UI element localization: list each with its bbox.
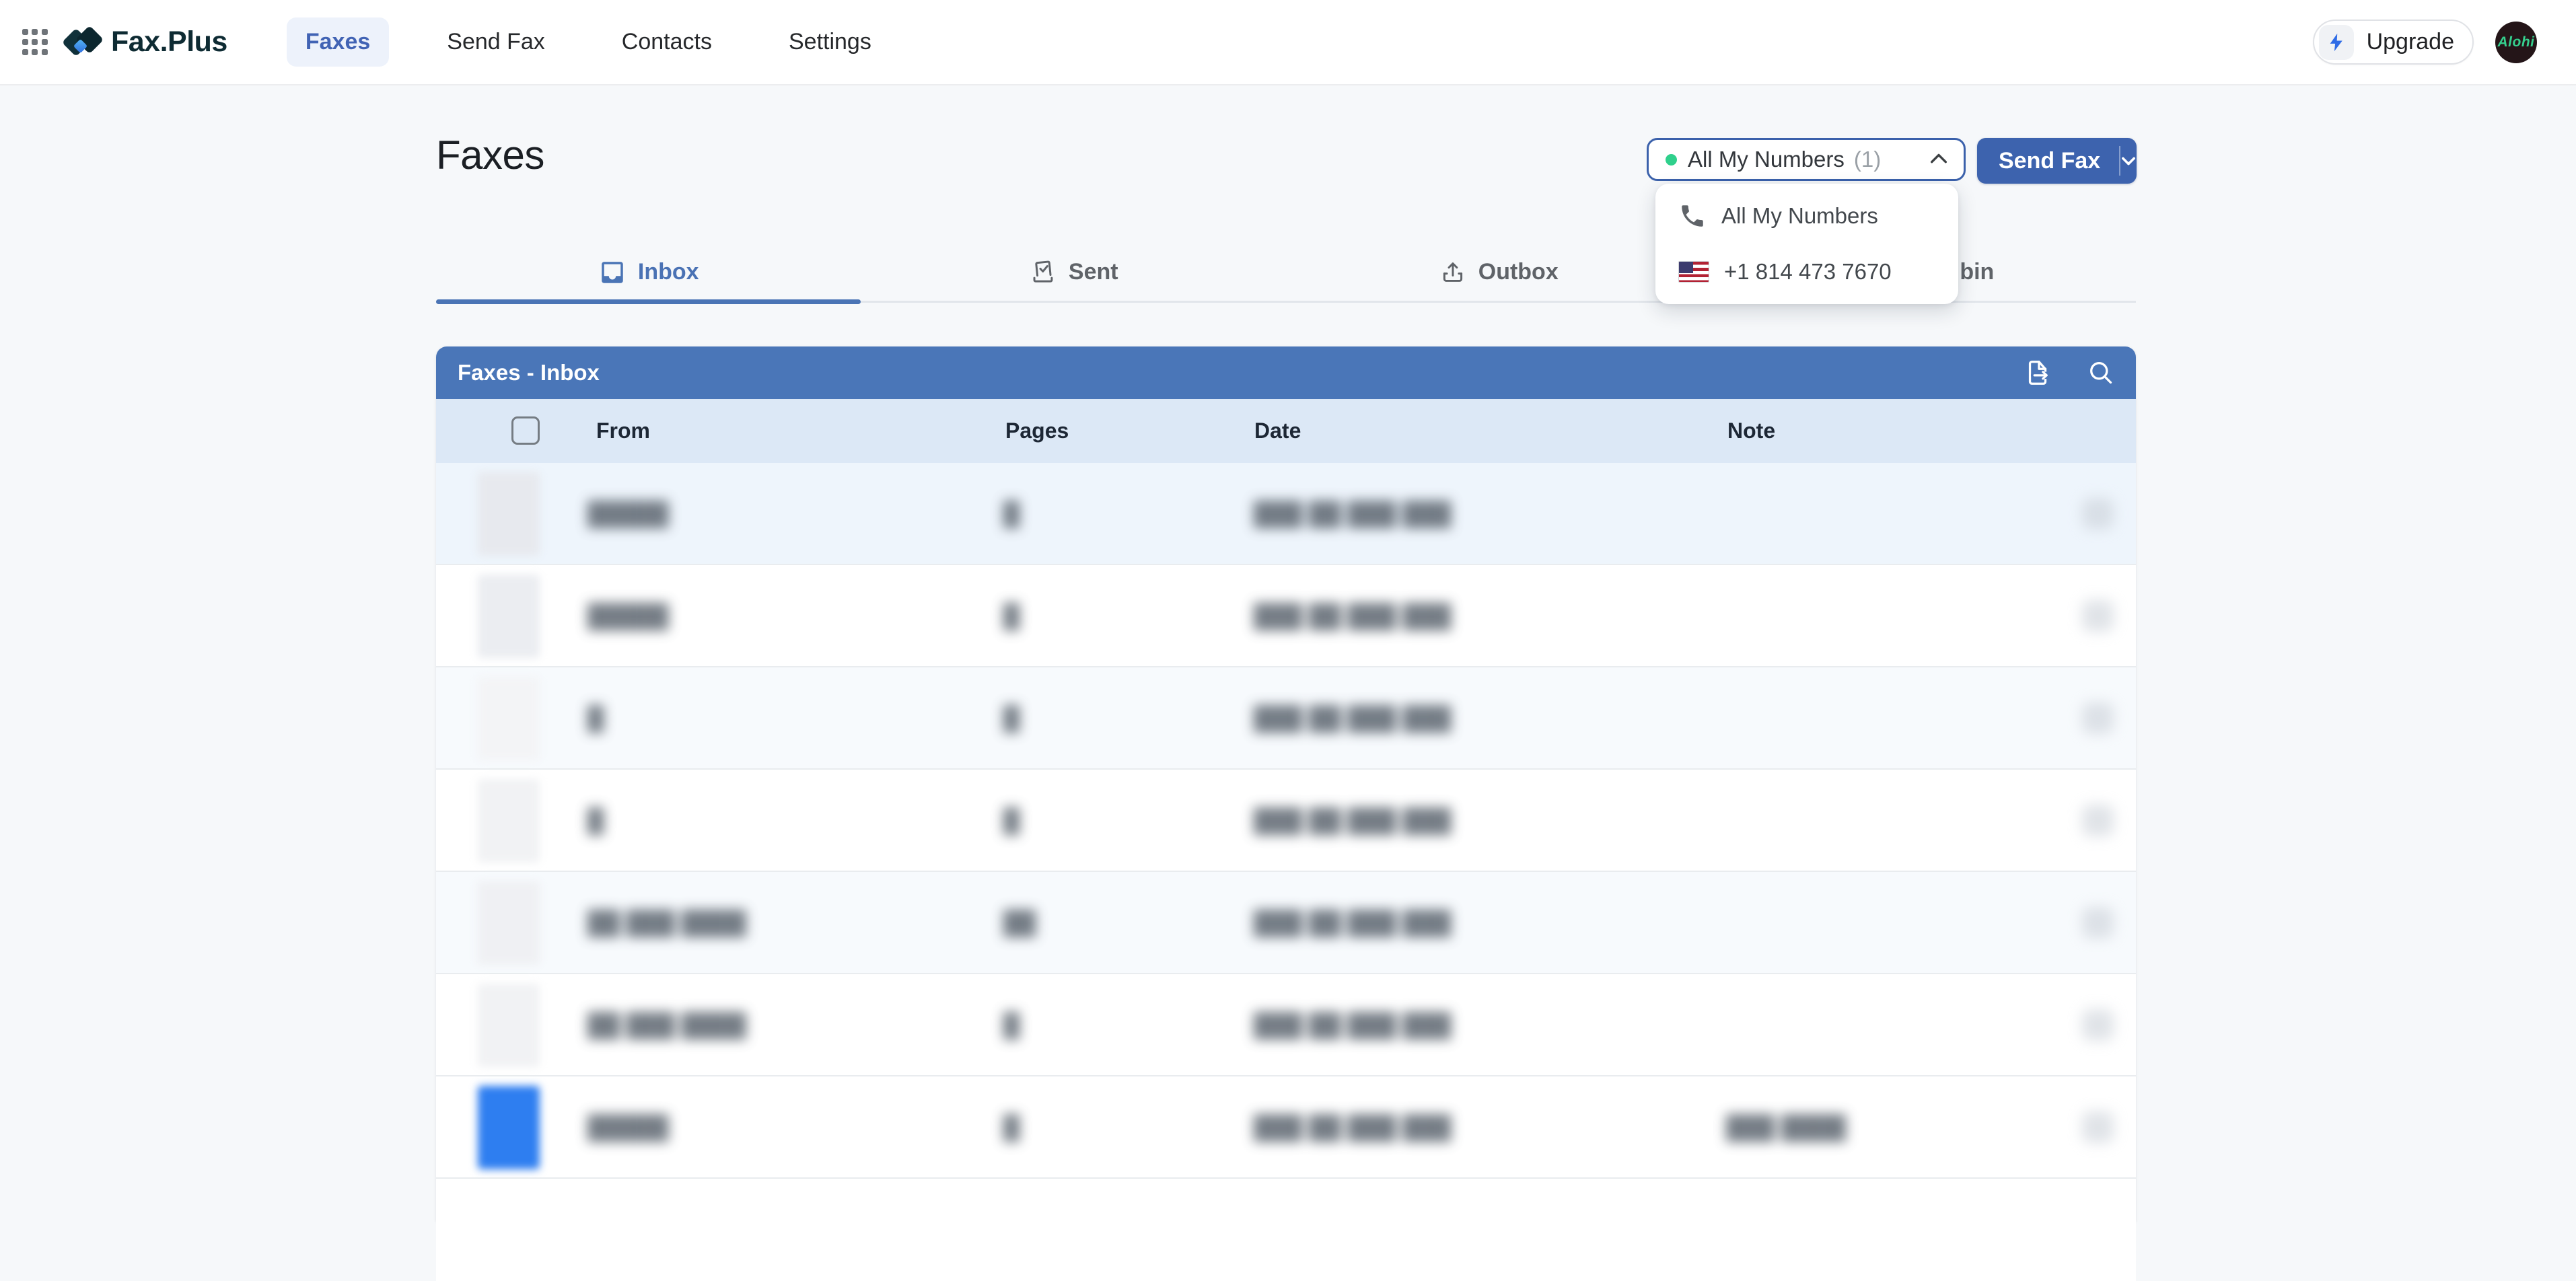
row-action-icon[interactable] (2082, 1111, 2114, 1143)
fax-thumbnail[interactable] (478, 779, 540, 863)
inbox-icon (602, 261, 623, 283)
us-flag-icon (1678, 260, 1709, 283)
upgrade-button[interactable]: Upgrade (2312, 20, 2474, 65)
faxplus-app: Fax.Plus Faxes Send Fax Contacts Setting… (0, 0, 2576, 1179)
fax-thumbnail[interactable] (478, 472, 540, 556)
menu-item-label: +1 814 473 7670 (1724, 258, 1892, 284)
table-row[interactable]: █████ █ ███ ██ ███ ███ (436, 463, 2136, 565)
column-header-pages[interactable]: Pages (1005, 418, 1069, 443)
nav-item-contacts[interactable]: Contacts (621, 29, 712, 54)
lightning-icon (2318, 24, 2354, 60)
column-header-from[interactable]: From (596, 418, 650, 443)
fax-thumbnail[interactable] (478, 984, 540, 1067)
fax-date-redacted: ███ ██ ███ ███ (1254, 1013, 1452, 1038)
faxplus-logo[interactable]: Fax.Plus (61, 23, 227, 62)
row-action-icon[interactable] (2082, 805, 2114, 836)
faxes-table-card: Faxes - Inbox (436, 346, 2136, 1281)
fax-thumbnail[interactable] (478, 1086, 540, 1169)
menu-item-phone-number[interactable]: +1 814 473 7670 (1655, 244, 1958, 299)
tab-inbox[interactable]: Inbox (436, 244, 861, 301)
fax-pages-redacted: █ (1003, 706, 1020, 731)
nav-item-settings[interactable]: Settings (788, 29, 871, 54)
table-title: Faxes - Inbox (458, 360, 600, 385)
fax-pages-redacted: █ (1003, 1115, 1020, 1140)
fax-date-redacted: ███ ██ ███ ███ (1254, 603, 1452, 629)
fax-from-redacted: █ (587, 706, 604, 731)
table-row[interactable]: █████ █ ███ ██ ███ ███ ███ ████ (436, 1076, 2136, 1179)
fax-date-redacted: ███ ██ ███ ███ (1254, 501, 1452, 527)
menu-item-all-my-numbers[interactable]: All My Numbers (1655, 188, 1958, 244)
fax-date-redacted: ███ ██ ███ ███ (1254, 706, 1452, 731)
column-header-date[interactable]: Date (1254, 418, 1301, 443)
avatar-text: Alohi (2497, 34, 2535, 50)
fax-from-redacted: ██ ███ ████ (587, 1013, 746, 1038)
fax-thumbnail[interactable] (478, 677, 540, 760)
column-header-note[interactable]: Note (1727, 418, 1776, 443)
fax-pages-redacted: █ (1003, 1013, 1020, 1038)
row-action-icon[interactable] (2082, 498, 2114, 529)
tab-sent[interactable]: Sent (861, 244, 1287, 301)
chevron-up-icon (1930, 153, 1947, 167)
export-fax-icon[interactable] (2023, 357, 2054, 388)
row-action-icon[interactable] (2082, 1009, 2114, 1041)
phone-icon (1682, 205, 1703, 227)
tab-outbox-label: Outbox (1478, 259, 1559, 285)
table-row[interactable]: ██ ███ ████ ██ ███ ██ ███ ███ (436, 872, 2136, 974)
fax-thumbnail[interactable] (478, 575, 540, 658)
fax-from-redacted: █ (587, 808, 604, 834)
tab-inbox-label: Inbox (637, 259, 699, 285)
main-nav: Faxes Send Fax Contacts Settings (286, 17, 890, 67)
row-action-icon[interactable] (2082, 702, 2114, 734)
number-filter-dropdown[interactable]: All My Numbers (1) (1647, 138, 1966, 181)
menu-item-label: All My Numbers (1721, 203, 1878, 228)
apps-grid-icon[interactable] (22, 28, 48, 56)
fax-thumbnail[interactable] (478, 881, 540, 965)
outbox-icon (1443, 262, 1462, 282)
green-status-dot (1666, 153, 1677, 166)
fax-note-redacted: ███ ████ (1726, 1115, 1847, 1140)
select-all-checkbox[interactable] (511, 416, 540, 445)
table-row (436, 1179, 2136, 1281)
send-fax-button[interactable]: Send Fax (1977, 138, 2137, 184)
fax-date-redacted: ███ ██ ███ ███ (1254, 910, 1452, 936)
fax-pages-redacted: █ (1003, 603, 1020, 629)
search-icon[interactable] (2086, 358, 2116, 388)
table-header-bar: Faxes - Inbox (436, 346, 2136, 399)
fax-pages-redacted: ██ (1003, 910, 1036, 936)
number-filter-count: (1) (1853, 147, 1882, 172)
sent-icon (1033, 260, 1053, 283)
fax-pages-redacted: █ (1003, 501, 1020, 527)
nav-item-send-fax[interactable]: Send Fax (447, 29, 545, 54)
fax-date-redacted: ███ ██ ███ ███ (1254, 808, 1452, 834)
table-column-header-row: From Pages Date Note (436, 399, 2136, 463)
fax-from-redacted: █████ (587, 1115, 669, 1140)
fax-from-redacted: ██ ███ ████ (587, 910, 746, 936)
fax-pages-redacted: █ (1003, 808, 1020, 834)
fax-date-redacted: ███ ██ ███ ███ (1254, 1115, 1452, 1140)
table-row[interactable]: █ █ ███ ██ ███ ███ (436, 770, 2136, 872)
active-tab-indicator (436, 299, 861, 304)
send-fax-label: Send Fax (1999, 147, 2101, 174)
fax-from-redacted: █████ (587, 603, 669, 629)
row-action-icon[interactable] (2082, 907, 2114, 939)
nav-item-faxes[interactable]: Faxes (286, 17, 390, 67)
tab-sent-label: Sent (1068, 259, 1118, 285)
number-filter-menu: All My Numbers +1 814 473 7670 (1655, 184, 1958, 304)
number-filter-label: All My Numbers (1688, 147, 1845, 172)
chevron-down-icon (2122, 157, 2136, 165)
top-navigation-bar: Fax.Plus Faxes Send Fax Contacts Setting… (0, 0, 2576, 85)
tab-outbox[interactable]: Outbox (1286, 244, 1711, 301)
table-row[interactable]: █ █ ███ ██ ███ ███ (436, 667, 2136, 770)
button-divider (2119, 146, 2121, 176)
send-fax-options-toggle[interactable] (2120, 156, 2137, 166)
faxplus-logo-mark-icon (61, 23, 104, 62)
table-row[interactable]: ██ ███ ████ █ ███ ██ ███ ███ (436, 974, 2136, 1076)
row-action-icon[interactable] (2082, 600, 2114, 632)
upgrade-label: Upgrade (2366, 29, 2454, 54)
faxplus-logo-text: Fax.Plus (111, 26, 227, 58)
account-avatar[interactable]: Alohi (2495, 21, 2537, 63)
table-row[interactable]: █████ █ ███ ██ ███ ███ (436, 565, 2136, 667)
fax-from-redacted: █████ (587, 501, 669, 527)
page-title: Faxes (436, 133, 544, 178)
